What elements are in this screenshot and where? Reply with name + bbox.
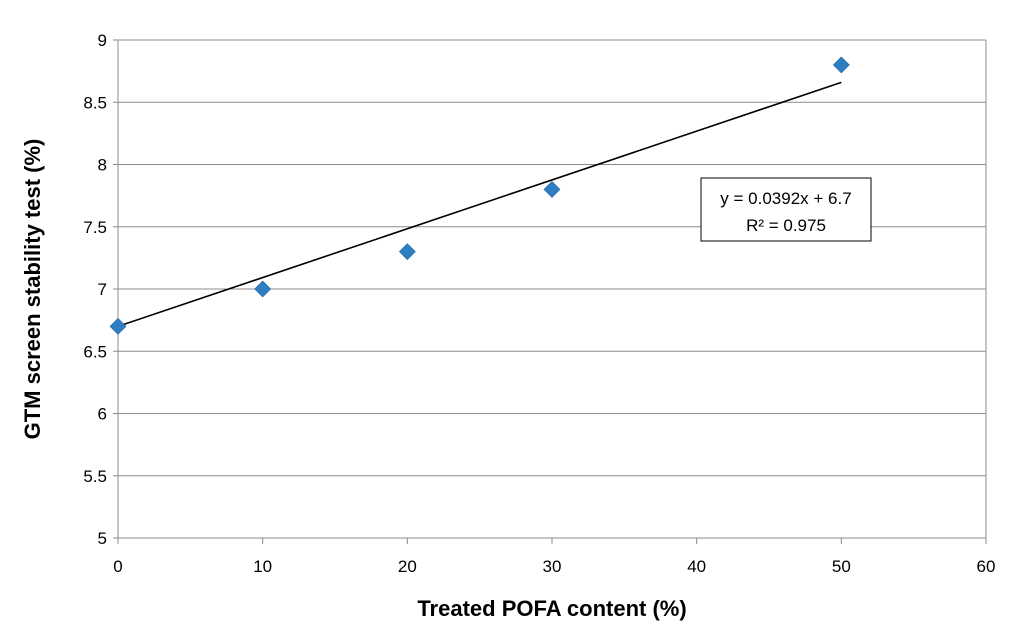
y-tick-label: 8 <box>98 156 107 175</box>
axes <box>113 39 987 544</box>
y-tick-label: 5 <box>98 529 107 548</box>
y-tick-label: 6.5 <box>83 342 107 361</box>
y-tick-label: 7.5 <box>83 218 107 237</box>
x-tick-label: 10 <box>253 557 272 576</box>
y-axis-title: GTM screen stability test (%) <box>20 139 45 440</box>
trendline-line <box>117 81 842 328</box>
y-tick-label: 5.5 <box>83 467 107 486</box>
y-tick-label: 6 <box>98 405 107 424</box>
equation-box-frame <box>700 177 872 242</box>
r-squared-label: R² = 0.975 <box>746 216 826 235</box>
data-point <box>109 317 127 335</box>
data-point <box>398 243 416 261</box>
x-axis-title: Treated POFA content (%) <box>417 596 686 621</box>
trendline <box>117 81 842 328</box>
x-tick-label: 60 <box>977 557 996 576</box>
y-tick-label: 8.5 <box>83 93 107 112</box>
x-tick-label: 30 <box>543 557 562 576</box>
x-tick-label: 0 <box>113 557 122 576</box>
data-point <box>543 180 561 198</box>
y-tick-label: 9 <box>98 31 107 50</box>
x-tick-label: 20 <box>398 557 417 576</box>
data-points <box>109 56 850 335</box>
data-point <box>832 56 850 74</box>
y-tick-label: 7 <box>98 280 107 299</box>
x-tick-label: 50 <box>832 557 851 576</box>
x-tick-label: 40 <box>687 557 706 576</box>
equation-box: y = 0.0392x + 6.7 R² = 0.975 <box>700 177 872 242</box>
trendline-equation: y = 0.0392x + 6.7 <box>720 189 851 208</box>
data-point <box>254 280 272 298</box>
tick-labels: 5 5.5 6 6.5 7 7.5 8 8.5 9 0 10 20 30 40 50 60 <box>83 31 995 576</box>
